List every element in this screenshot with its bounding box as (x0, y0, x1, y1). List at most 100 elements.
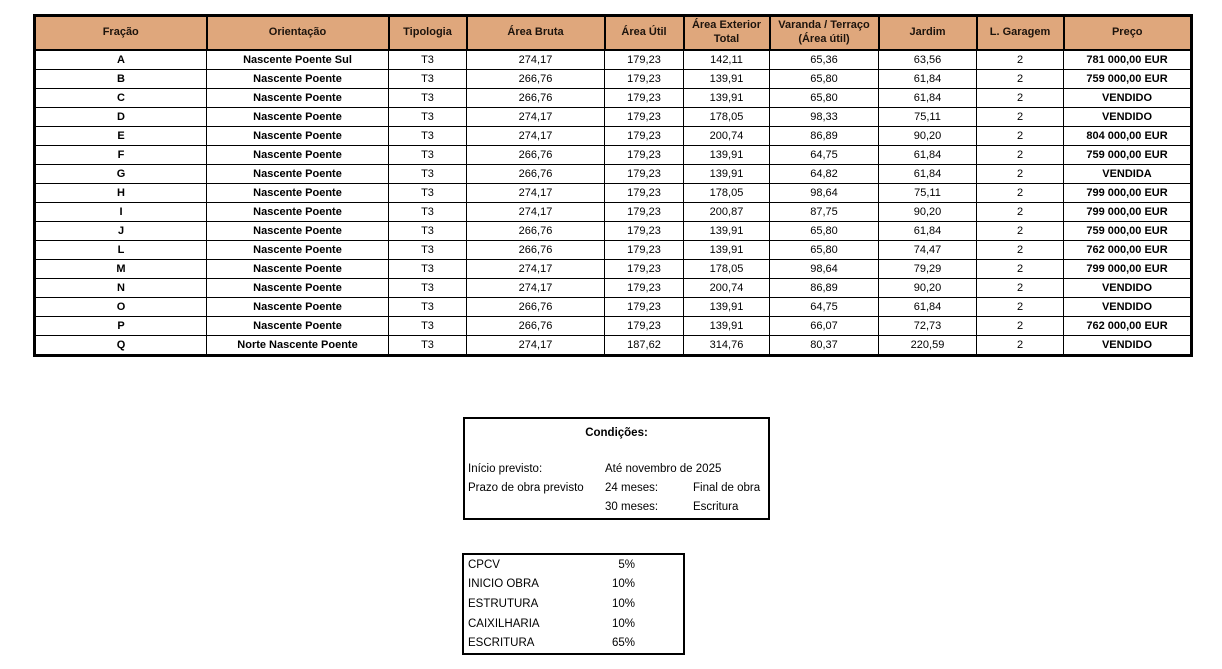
payment-label: ESTRUTURA (468, 597, 539, 610)
conditions-note: Final de obra (693, 482, 761, 494)
cell-B-0: B (34, 69, 207, 89)
cell-L-9: 762 000,00 EUR (1063, 240, 1192, 260)
fractions-table-grid: Fração Orientação Tipologia Área Bruta Área … (33, 14, 1193, 357)
cell-G-0: G (34, 164, 207, 184)
cell-A-5: 142,11 (683, 49, 770, 70)
conditions-term: 24 meses: (605, 482, 659, 494)
cell-H-3: 274,17 (466, 183, 605, 203)
cell-Q-4: 187,62 (604, 335, 684, 356)
cell-I-7: 90,20 (878, 202, 977, 222)
cell-E-8: 2 (976, 126, 1064, 146)
cell-F-6: 64,75 (769, 145, 879, 165)
payment-row-4: ESCRITURA 65% (464, 637, 683, 649)
payment-value: 10% (611, 597, 635, 610)
payment-value: 65% (611, 637, 635, 650)
payment-value: 10% (611, 578, 635, 591)
cell-D-2: T3 (388, 107, 467, 127)
cell-J-6: 65,80 (769, 221, 879, 241)
conditions-rows: Início previsto: Até novembro de 2025 Praz… (465, 460, 768, 517)
cell-E-3: 274,17 (466, 126, 605, 146)
table-row-I: I Nascente Poente T3 274,17 179,23 200,87 87,7… (34, 202, 1192, 222)
cell-A-1: Nascente Poente Sul (206, 49, 389, 70)
cell-P-3: 266,76 (466, 316, 605, 336)
cell-H-4: 179,23 (604, 183, 684, 203)
payment-value: 10% (611, 617, 635, 630)
cell-B-2: T3 (388, 69, 467, 89)
cell-D-7: 75,11 (878, 107, 977, 127)
cell-J-9: 759 000,00 EUR (1063, 221, 1192, 241)
cell-D-1: Nascente Poente (206, 107, 389, 127)
cell-L-8: 2 (976, 240, 1064, 260)
cell-G-2: T3 (388, 164, 467, 184)
cell-H-7: 75,11 (878, 183, 977, 203)
payment-row-0: CPCV 5% (464, 559, 683, 571)
cell-H-2: T3 (388, 183, 467, 203)
cell-C-8: 2 (976, 88, 1064, 108)
cell-A-6: 65,36 (769, 49, 879, 70)
cell-P-2: T3 (388, 316, 467, 336)
conditions-label: Início previsto: (468, 463, 543, 475)
cell-M-6: 98,64 (769, 259, 879, 279)
cell-J-2: T3 (388, 221, 467, 241)
cell-F-1: Nascente Poente (206, 145, 389, 165)
cell-M-0: M (34, 259, 207, 279)
cell-Q-8: 2 (976, 335, 1064, 356)
cell-Q-7: 220,59 (878, 335, 977, 356)
cell-O-0: O (34, 297, 207, 317)
payment-schedule-box: CPCV 5% INICIO OBRA 10% ESTRUTURA 10% CAIXILHA… (462, 553, 685, 655)
cell-F-4: 179,23 (604, 145, 684, 165)
cell-L-4: 179,23 (604, 240, 684, 260)
cell-P-4: 179,23 (604, 316, 684, 336)
cell-G-9: VENDIDA (1063, 164, 1192, 184)
cell-G-8: 2 (976, 164, 1064, 184)
cell-D-5: 178,05 (683, 107, 770, 127)
cell-E-2: T3 (388, 126, 467, 146)
table-row-B: B Nascente Poente T3 266,76 179,23 139,91 65,8… (34, 69, 1192, 89)
payment-label: INICIO OBRA (468, 578, 539, 591)
cell-Q-9: VENDIDO (1063, 335, 1192, 356)
cell-E-6: 86,89 (769, 126, 879, 146)
cell-H-6: 98,64 (769, 183, 879, 203)
cell-J-0: J (34, 221, 207, 241)
cell-I-2: T3 (388, 202, 467, 222)
cell-E-1: Nascente Poente (206, 126, 389, 146)
cell-F-3: 266,76 (466, 145, 605, 165)
column-header-2: Tipologia (387, 14, 468, 51)
cell-L-6: 65,80 (769, 240, 879, 260)
cell-M-7: 79,29 (878, 259, 977, 279)
cell-B-3: 266,76 (466, 69, 605, 89)
cell-P-1: Nascente Poente (206, 316, 389, 336)
cell-B-6: 65,80 (769, 69, 879, 89)
cell-A-7: 63,56 (878, 49, 977, 70)
conditions-note: Escritura (693, 501, 739, 513)
cell-A-4: 179,23 (604, 49, 684, 70)
cell-M-9: 799 000,00 EUR (1063, 259, 1192, 279)
table-row-M: M Nascente Poente T3 274,17 179,23 178,05 98,6… (34, 259, 1192, 279)
payment-label: CPCV (468, 558, 500, 571)
column-header-7: Jardim (877, 14, 978, 51)
cell-P-0: P (34, 316, 207, 336)
cell-L-3: 266,76 (466, 240, 605, 260)
cell-P-8: 2 (976, 316, 1064, 336)
cell-I-5: 200,87 (683, 202, 770, 222)
cell-O-9: VENDIDO (1063, 297, 1192, 317)
conditions-term: 30 meses: (605, 501, 659, 513)
cell-F-8: 2 (976, 145, 1064, 165)
cell-B-1: Nascente Poente (206, 69, 389, 89)
payment-value: 5% (618, 558, 635, 571)
cell-L-2: T3 (388, 240, 467, 260)
conditions-label (468, 498, 605, 517)
table-row-E: E Nascente Poente T3 274,17 179,23 200,74 86,8… (34, 126, 1192, 146)
cell-A-0: A (34, 49, 207, 70)
cell-Q-5: 314,76 (683, 335, 770, 356)
cell-H-9: 799 000,00 EUR (1063, 183, 1192, 203)
cell-N-8: 2 (976, 278, 1064, 298)
table-row-G: G Nascente Poente T3 266,76 179,23 139,91 64,8… (34, 164, 1192, 184)
cell-Q-6: 80,37 (769, 335, 879, 356)
table-row-H: H Nascente Poente T3 274,17 179,23 178,05 98,6… (34, 183, 1192, 203)
cell-H-5: 178,05 (683, 183, 770, 203)
fractions-table-body: A Nascente Poente Sul T3 274,17 179,23 142,11… (34, 49, 1192, 356)
cell-D-4: 179,23 (604, 107, 684, 127)
cell-F-0: F (34, 145, 207, 165)
cell-N-6: 86,89 (769, 278, 879, 298)
